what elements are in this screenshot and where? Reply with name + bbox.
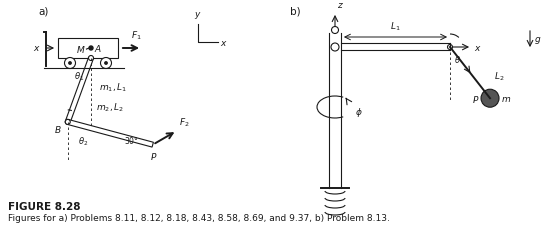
Text: $z$: $z$ [337,1,344,10]
Text: $x$: $x$ [474,44,482,52]
Text: $F_2$: $F_2$ [179,116,190,129]
Circle shape [88,56,94,61]
Text: $\phi$: $\phi$ [355,106,363,119]
Circle shape [481,89,499,107]
Text: $L_1$: $L_1$ [390,21,401,33]
Text: $30°$: $30°$ [124,135,139,146]
Text: $B$: $B$ [54,124,62,135]
Circle shape [65,119,70,124]
Text: FIGURE 8.28: FIGURE 8.28 [8,202,81,212]
Bar [58,38,118,58]
Circle shape [100,58,111,69]
Circle shape [105,62,107,64]
Text: $g$: $g$ [534,35,541,46]
Text: $x$: $x$ [220,38,227,48]
Circle shape [65,119,70,124]
Text: $F_1$: $F_1$ [130,29,141,42]
Text: $\theta$: $\theta$ [454,53,461,64]
Text: $P$: $P$ [150,151,157,162]
Polygon shape [67,120,153,147]
Circle shape [69,62,71,64]
Text: $L_2$: $L_2$ [494,70,505,83]
Text: a): a) [38,6,48,16]
Text: $P$: $P$ [472,94,479,105]
Text: $\theta_1$: $\theta_1$ [74,70,84,83]
Circle shape [448,45,453,49]
Polygon shape [65,57,93,123]
Text: $m_1, L_1$: $m_1, L_1$ [99,82,127,94]
Text: $\theta_2$: $\theta_2$ [78,136,88,148]
Circle shape [89,46,93,50]
Text: $A$: $A$ [94,42,102,53]
Text: $m_2, L_2$: $m_2, L_2$ [96,101,124,114]
Circle shape [65,58,76,69]
Text: $m$: $m$ [501,95,511,104]
Text: $y$: $y$ [194,10,202,21]
Text: $M$: $M$ [76,44,85,54]
Text: Figures for a) Problems 8.11, 8.12, 8.18, 8.43, 8.58, 8.69, and 9.37, b) Problem: Figures for a) Problems 8.11, 8.12, 8.18… [8,214,390,223]
Text: $x$: $x$ [33,44,41,52]
Text: b): b) [290,6,301,16]
Circle shape [332,26,339,34]
Circle shape [331,43,339,51]
